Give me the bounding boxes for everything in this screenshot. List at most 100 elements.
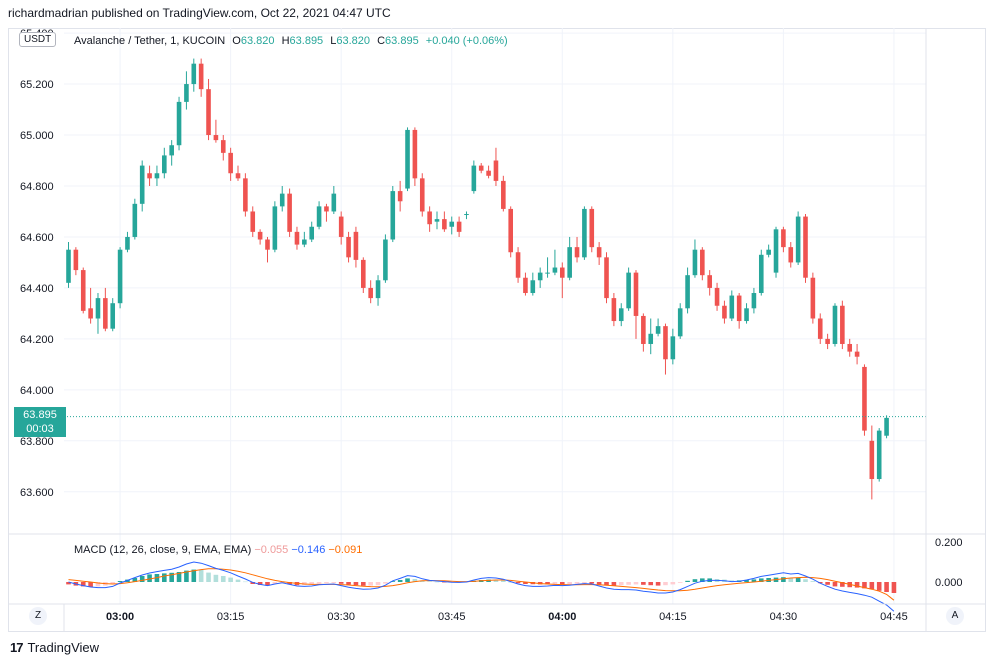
currency-badge[interactable]: USDT bbox=[19, 32, 57, 47]
macd-histogram-bar bbox=[663, 582, 668, 586]
price-tick-label: 64.000 bbox=[20, 385, 54, 397]
candle-body bbox=[471, 165, 477, 192]
time-tick-label: 03:45 bbox=[438, 611, 466, 623]
macd-tick-label: 0.200 bbox=[935, 537, 963, 549]
candle-body bbox=[206, 89, 211, 136]
candle-body bbox=[132, 203, 138, 237]
candle-body bbox=[80, 270, 86, 311]
auto-scale-button[interactable]: A bbox=[946, 607, 964, 625]
candle-body bbox=[125, 236, 130, 250]
candle-body bbox=[478, 165, 484, 171]
candle-body bbox=[825, 338, 830, 344]
candle-body bbox=[198, 63, 204, 90]
macd-histogram-bar bbox=[596, 582, 602, 585]
candle-body bbox=[545, 272, 550, 274]
candle-body bbox=[869, 440, 875, 480]
macd-histogram-bar bbox=[582, 582, 587, 584]
candle-body bbox=[464, 214, 469, 216]
macd-histogram-bar bbox=[117, 581, 123, 582]
macd-histogram-bar bbox=[781, 577, 786, 582]
macd-histogram-bar bbox=[501, 580, 506, 582]
macd-histogram-bar bbox=[243, 581, 248, 583]
macd-histogram-bar bbox=[361, 582, 366, 586]
footer: 17 TradingView bbox=[10, 640, 99, 655]
macd-histogram-bar bbox=[66, 582, 71, 585]
candle-body bbox=[375, 280, 381, 299]
macd-histogram-bar bbox=[412, 579, 418, 582]
macd-histogram-bar bbox=[611, 582, 617, 586]
macd-line-value: −0.146 bbox=[291, 544, 326, 556]
macd-histogram-bar bbox=[132, 578, 138, 582]
candle-body bbox=[559, 267, 565, 278]
macd-title[interactable]: MACD (12, 26, close, 9, EMA, EMA) bbox=[74, 544, 252, 556]
macd-histogram-bar bbox=[795, 577, 801, 582]
candle-body bbox=[235, 173, 241, 179]
macd-histogram-bar bbox=[869, 582, 875, 590]
candle-body bbox=[722, 305, 727, 319]
macd-histogram-bar bbox=[751, 579, 757, 582]
macd-histogram-bar bbox=[309, 582, 315, 585]
last-price-tag: 63.895 00:03 bbox=[14, 407, 66, 437]
macd-histogram-bar bbox=[515, 582, 521, 584]
zoom-button[interactable]: Z bbox=[29, 607, 47, 625]
price-tick-label: 65.200 bbox=[20, 79, 54, 91]
chart-frame bbox=[8, 28, 986, 632]
macd-histogram-bar bbox=[552, 582, 558, 584]
macd-histogram-bar bbox=[427, 581, 432, 582]
candle-body bbox=[397, 191, 403, 202]
macd-histogram-bar bbox=[265, 582, 270, 586]
candle-body bbox=[95, 298, 101, 319]
candle-body bbox=[338, 216, 344, 237]
macd-histogram-bar bbox=[854, 582, 860, 588]
candle-body bbox=[692, 249, 698, 276]
macd-histogram-bar bbox=[840, 582, 845, 587]
macd-histogram-bar bbox=[338, 582, 344, 584]
macd-histogram-bar bbox=[559, 582, 565, 585]
candle-body bbox=[353, 231, 359, 260]
candle-body bbox=[884, 417, 889, 436]
candle-body bbox=[714, 287, 720, 306]
macd-histogram-bar bbox=[589, 582, 595, 584]
macd-histogram-bar bbox=[442, 582, 447, 583]
time-tick-label: 04:45 bbox=[880, 611, 908, 623]
macd-histogram-bar bbox=[876, 582, 882, 591]
candle-body bbox=[758, 254, 764, 294]
candle-body bbox=[361, 259, 366, 288]
candle-body bbox=[655, 326, 661, 334]
candle-body bbox=[773, 229, 779, 273]
symbol-name[interactable]: Avalanche / Tether, 1, KUCOIN bbox=[74, 35, 226, 47]
candle-body bbox=[486, 170, 491, 176]
macd-histogram-bar bbox=[891, 582, 897, 593]
macd-histogram-bar bbox=[825, 582, 830, 585]
candle-body bbox=[751, 293, 757, 309]
change-value: +0.040 (+0.06%) bbox=[425, 35, 508, 47]
candle-body bbox=[862, 366, 867, 431]
footer-brand[interactable]: TradingView bbox=[27, 640, 100, 655]
candle-body bbox=[419, 178, 425, 212]
candle-body bbox=[854, 351, 860, 357]
macd-histogram-bar bbox=[508, 582, 513, 583]
candle-body bbox=[567, 247, 572, 278]
macd-histogram-bar bbox=[545, 582, 550, 585]
candle-body bbox=[832, 305, 838, 344]
candle-body bbox=[456, 221, 462, 232]
macd-histogram-bar bbox=[604, 582, 609, 586]
macd-histogram-bar bbox=[641, 582, 646, 585]
macd-histogram-bar bbox=[692, 579, 698, 582]
candle-body bbox=[162, 155, 167, 174]
candle-body bbox=[663, 326, 668, 360]
grid bbox=[64, 28, 926, 604]
candle-body bbox=[73, 249, 79, 271]
candle-body bbox=[626, 272, 631, 309]
macd-histogram-bar bbox=[862, 582, 867, 589]
tradingview-logo-icon: 17 bbox=[10, 640, 24, 655]
candle-body bbox=[611, 298, 617, 322]
candle-body bbox=[677, 308, 683, 337]
price-tick-label: 64.800 bbox=[20, 181, 54, 193]
candle-body bbox=[788, 247, 794, 263]
candle-body bbox=[641, 315, 646, 344]
candle-body bbox=[515, 252, 521, 278]
candle-body bbox=[817, 318, 823, 339]
price-tick-label: 65.000 bbox=[20, 130, 54, 142]
